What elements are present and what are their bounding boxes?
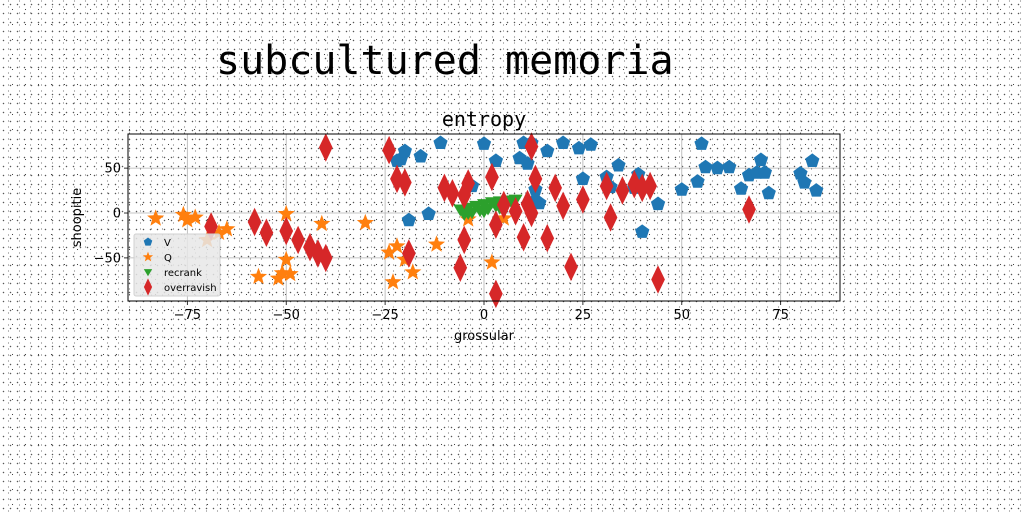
x-axis-label: grossular: [454, 329, 515, 344]
point-V: [809, 183, 823, 197]
point-V: [691, 174, 705, 188]
point-overravish: [548, 174, 562, 203]
point-overravish: [643, 172, 657, 201]
x-tick-label: 75: [772, 308, 789, 323]
point-overravish: [260, 219, 274, 248]
point-V: [477, 136, 491, 150]
point-overravish: [489, 210, 503, 239]
point-V: [402, 213, 416, 227]
legend-label: overravish: [164, 283, 217, 294]
point-Q: [250, 268, 267, 284]
point-Q: [428, 235, 445, 251]
point-overravish: [457, 226, 471, 255]
point-Q: [147, 209, 164, 225]
point-V: [433, 136, 447, 150]
data-points: [147, 132, 823, 308]
point-overravish: [525, 132, 539, 161]
y-tick-label: 50: [104, 162, 121, 177]
point-overravish: [517, 223, 531, 252]
point-Q: [357, 214, 374, 230]
point-overravish: [604, 203, 618, 232]
point-V: [635, 224, 649, 238]
point-Q: [483, 253, 500, 269]
point-overravish: [540, 224, 554, 253]
point-overravish: [248, 208, 262, 237]
x-tick-label: 50: [674, 308, 691, 323]
point-overravish: [485, 163, 499, 192]
chart-title: entropy: [442, 107, 526, 131]
y-axis-label: shoopitie: [70, 188, 85, 248]
point-V: [414, 149, 428, 163]
point-Q: [313, 215, 330, 231]
point-overravish: [742, 195, 756, 224]
point-overravish: [489, 280, 503, 309]
point-V: [398, 144, 412, 158]
point-V: [576, 171, 590, 185]
point-V: [694, 136, 708, 150]
x-tick-label: −25: [371, 308, 398, 323]
point-V: [584, 137, 598, 151]
point-V: [651, 197, 665, 211]
point-V: [722, 160, 736, 174]
point-overravish: [556, 192, 570, 221]
point-V: [754, 153, 768, 167]
x-tick-label: −75: [174, 308, 201, 323]
legend-label: Q: [164, 253, 172, 264]
point-V: [540, 144, 554, 158]
point-overravish: [616, 176, 630, 205]
point-V: [556, 136, 570, 150]
point-overravish: [291, 226, 305, 255]
point-overravish: [576, 185, 590, 214]
point-Q: [404, 263, 421, 279]
legend-label: recrank: [164, 268, 202, 279]
x-tick-label: −50: [273, 308, 300, 323]
point-overravish: [319, 133, 333, 162]
point-V: [489, 153, 503, 167]
point-Q: [282, 265, 299, 281]
point-V: [734, 181, 748, 195]
point-V: [758, 165, 772, 179]
point-overravish: [279, 217, 293, 246]
legend-label: V: [164, 238, 171, 249]
x-tick-label: 0: [480, 308, 488, 323]
x-tick-label: 25: [575, 308, 592, 323]
point-V: [422, 206, 436, 220]
point-overravish: [651, 265, 665, 294]
y-tick-label: −50: [94, 251, 121, 266]
y-tick-label: 0: [113, 207, 121, 222]
point-Q: [385, 273, 402, 289]
point-overravish: [497, 191, 511, 220]
point-V: [611, 158, 625, 172]
point-V: [675, 182, 689, 196]
point-V: [762, 186, 776, 200]
point-V: [805, 153, 819, 167]
point-V: [710, 161, 724, 175]
point-overravish: [564, 253, 578, 282]
